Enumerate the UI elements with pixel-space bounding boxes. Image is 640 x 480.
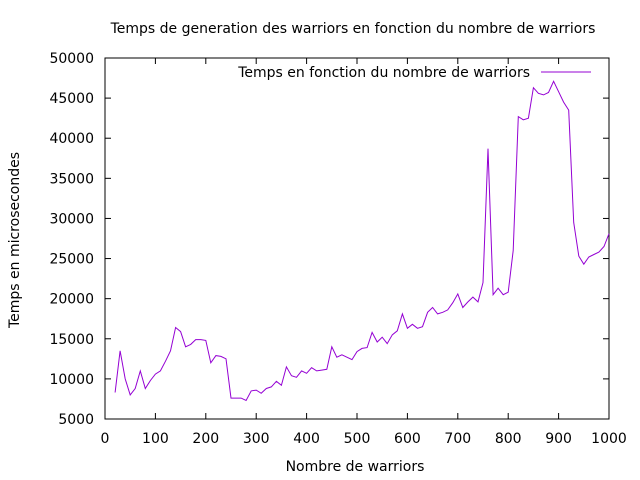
y-tick-label: 10000 xyxy=(49,372,94,388)
plot-frame xyxy=(104,57,610,420)
y-tick-label: 40000 xyxy=(49,131,94,147)
y-tick-label: 50000 xyxy=(49,51,94,67)
x-axis: 0 100 200 300 400 500 600 700 800 900 1000 xyxy=(101,58,627,447)
x-tick-label: 200 xyxy=(192,431,219,447)
y-tick-label: 5000 xyxy=(58,412,94,428)
y-tick-label: 15000 xyxy=(49,332,94,348)
y-axis: 5000 10000 15000 20000 25000 30000 35000 40000 4… xyxy=(49,51,609,428)
x-tick-label: 800 xyxy=(495,431,522,447)
legend: Temps en fonction du nombre de warriors xyxy=(237,65,591,81)
x-tick-label: 400 xyxy=(293,431,320,447)
legend-label: Temps en fonction du nombre de warriors xyxy=(237,65,530,81)
x-tick-label: 100 xyxy=(142,431,169,447)
x-axis-label: Nombre de warriors xyxy=(286,459,425,475)
series-layer xyxy=(114,80,610,402)
y-tick-label: 45000 xyxy=(49,91,94,107)
chart-title: Temps de generation des warriors en fonc… xyxy=(110,21,596,37)
series-line xyxy=(114,80,610,402)
x-tick-label: 0 xyxy=(101,431,110,447)
x-tick-label: 700 xyxy=(444,431,471,447)
x-tick-label: 300 xyxy=(243,431,270,447)
x-tick-label: 600 xyxy=(394,431,421,447)
x-tick-label: 900 xyxy=(545,431,572,447)
y-tick-label: 30000 xyxy=(49,211,94,227)
y-tick-label: 20000 xyxy=(49,292,94,308)
y-axis-label: Temps en microsecondes xyxy=(7,152,23,329)
x-tick-label: 500 xyxy=(344,431,371,447)
y-tick-label: 25000 xyxy=(49,252,94,268)
x-tick-label: 1000 xyxy=(591,431,627,447)
y-tick-label: 35000 xyxy=(49,171,94,187)
